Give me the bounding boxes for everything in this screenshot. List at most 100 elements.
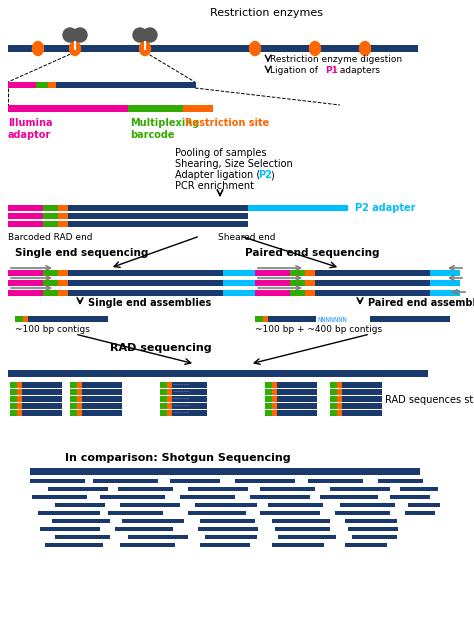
Bar bbox=[200, 543, 250, 547]
Text: Sheared end: Sheared end bbox=[218, 233, 275, 242]
Bar bbox=[315, 270, 430, 276]
Bar bbox=[77, 389, 82, 395]
Bar bbox=[290, 280, 305, 286]
Bar bbox=[223, 280, 288, 286]
Bar bbox=[335, 511, 390, 515]
Bar bbox=[167, 382, 172, 388]
Bar bbox=[172, 410, 207, 416]
Bar bbox=[22, 403, 62, 409]
Bar bbox=[22, 389, 62, 395]
Bar bbox=[277, 382, 317, 388]
Bar bbox=[337, 403, 342, 409]
Bar bbox=[108, 511, 163, 515]
Bar bbox=[352, 535, 397, 539]
Bar bbox=[172, 382, 207, 388]
Text: Paired end sequencing: Paired end sequencing bbox=[245, 248, 380, 258]
Bar bbox=[58, 270, 68, 276]
Bar bbox=[8, 213, 43, 219]
Bar bbox=[68, 205, 248, 211]
Bar bbox=[36, 82, 48, 88]
Bar bbox=[45, 543, 103, 547]
Bar bbox=[320, 495, 378, 499]
Bar bbox=[77, 382, 82, 388]
Bar bbox=[82, 403, 122, 409]
Bar bbox=[8, 82, 36, 88]
Bar bbox=[48, 82, 56, 88]
Bar bbox=[68, 280, 223, 286]
Bar bbox=[68, 213, 248, 219]
Bar bbox=[180, 495, 235, 499]
Bar bbox=[340, 503, 395, 507]
Bar bbox=[330, 389, 337, 395]
Bar bbox=[330, 410, 337, 416]
Ellipse shape bbox=[139, 41, 151, 56]
Bar bbox=[120, 503, 180, 507]
Text: adapters: adapters bbox=[337, 66, 380, 75]
Bar bbox=[315, 290, 430, 296]
Bar bbox=[337, 382, 342, 388]
Bar bbox=[408, 503, 440, 507]
Bar bbox=[118, 487, 173, 491]
Bar bbox=[30, 479, 85, 483]
Bar bbox=[188, 511, 246, 515]
Bar bbox=[342, 403, 382, 409]
Bar bbox=[195, 503, 257, 507]
Bar bbox=[43, 270, 58, 276]
Bar bbox=[100, 495, 165, 499]
Bar bbox=[10, 396, 17, 402]
Bar bbox=[17, 396, 22, 402]
Bar bbox=[8, 370, 428, 377]
Ellipse shape bbox=[359, 41, 371, 56]
Bar bbox=[167, 389, 172, 395]
Bar bbox=[43, 205, 58, 211]
Bar bbox=[8, 280, 43, 286]
Bar bbox=[28, 316, 108, 322]
Circle shape bbox=[63, 28, 77, 42]
Bar bbox=[115, 527, 173, 531]
Bar bbox=[55, 503, 105, 507]
Bar bbox=[337, 396, 342, 402]
Bar bbox=[430, 270, 460, 276]
Bar bbox=[400, 487, 438, 491]
Circle shape bbox=[133, 28, 147, 42]
Bar bbox=[305, 280, 315, 286]
Circle shape bbox=[143, 28, 157, 42]
Text: Illumina
adaptor: Illumina adaptor bbox=[8, 118, 53, 139]
Bar bbox=[58, 213, 68, 219]
Bar bbox=[272, 403, 277, 409]
Bar bbox=[70, 389, 77, 395]
Bar bbox=[58, 205, 68, 211]
Text: Adapter ligation (: Adapter ligation ( bbox=[175, 170, 260, 180]
Bar bbox=[22, 410, 62, 416]
Bar bbox=[77, 410, 82, 416]
Bar bbox=[77, 403, 82, 409]
Bar bbox=[17, 410, 22, 416]
Bar bbox=[48, 487, 108, 491]
Bar bbox=[223, 290, 288, 296]
Bar bbox=[32, 495, 87, 499]
Bar bbox=[430, 280, 460, 286]
Bar bbox=[23, 316, 28, 322]
Bar bbox=[342, 382, 382, 388]
Bar bbox=[8, 105, 128, 112]
Bar bbox=[183, 105, 213, 112]
Bar bbox=[265, 396, 272, 402]
Bar bbox=[172, 396, 207, 402]
Bar bbox=[22, 382, 62, 388]
Text: RAD sequences stacks: RAD sequences stacks bbox=[385, 395, 474, 405]
Bar bbox=[305, 270, 315, 276]
Bar bbox=[200, 519, 255, 523]
Text: PCR enrichment: PCR enrichment bbox=[175, 181, 254, 191]
Bar bbox=[430, 290, 460, 296]
Text: Restriction site: Restriction site bbox=[185, 118, 269, 128]
Text: Multiplexing
barcode: Multiplexing barcode bbox=[130, 118, 199, 139]
Bar bbox=[55, 535, 110, 539]
Bar bbox=[342, 389, 382, 395]
Bar bbox=[68, 290, 223, 296]
Bar bbox=[330, 403, 337, 409]
Bar bbox=[342, 410, 382, 416]
Bar bbox=[250, 495, 310, 499]
Bar bbox=[8, 221, 43, 227]
Text: Single end assemblies: Single end assemblies bbox=[88, 298, 211, 308]
Bar bbox=[205, 535, 257, 539]
